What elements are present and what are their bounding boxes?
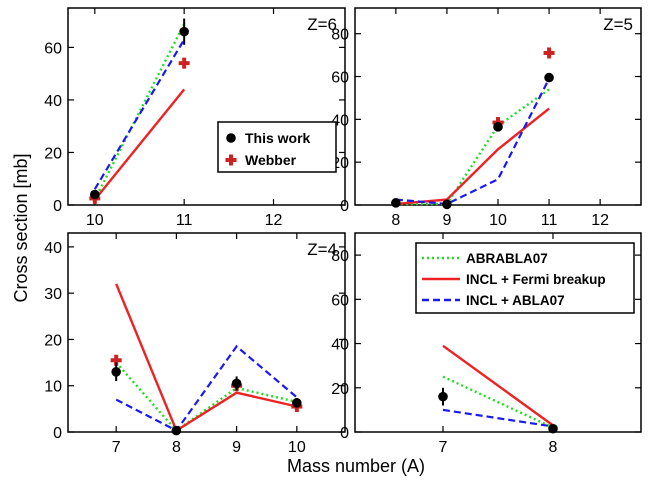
this-work-point xyxy=(90,189,100,200)
y-tick-label: 0 xyxy=(53,425,62,442)
series-line-incl-abla07 xyxy=(442,408,554,428)
series-line-incl-fermi-breakup xyxy=(93,88,186,201)
webber-marker-v xyxy=(114,354,119,366)
webber-marker-v xyxy=(182,57,187,69)
panel-frame xyxy=(354,232,642,433)
x-tick-label: 7 xyxy=(439,439,448,456)
y-tick-label: 20 xyxy=(44,145,62,162)
y-axis-label: Cross section [mb] xyxy=(11,153,31,302)
this-work-point xyxy=(493,122,503,132)
y-tick-label: 80 xyxy=(331,27,349,44)
panel-frame xyxy=(67,232,346,433)
series-line-abrabla07 xyxy=(115,361,298,433)
webber-marker-v xyxy=(547,47,552,59)
x-tick-label: 9 xyxy=(442,212,451,229)
legend-marker-plus-v xyxy=(229,154,233,166)
panel-frame xyxy=(354,7,642,206)
panel-label: Z=6 xyxy=(307,15,337,34)
series-line-incl-abla07 xyxy=(93,38,186,190)
x-tick-label: 7 xyxy=(112,439,121,456)
this-work-point xyxy=(111,367,121,377)
y-tick-label: 10 xyxy=(44,379,62,396)
this-work-point xyxy=(231,378,242,389)
y-tick-label: 60 xyxy=(44,40,62,57)
x-tick-label: 12 xyxy=(591,212,609,229)
x-tick-label: 8 xyxy=(391,212,400,229)
legend-experimental: This work Webber xyxy=(217,121,337,173)
x-tick-label: 10 xyxy=(489,212,507,229)
this-work-point xyxy=(179,26,189,37)
legend-marker-circle xyxy=(226,133,236,143)
y-tick-label: 80 xyxy=(331,248,349,265)
x-tick-label: 11 xyxy=(176,212,193,229)
y-tick-label: 60 xyxy=(331,292,349,309)
x-tick-label: 10 xyxy=(86,212,104,229)
x-tick-label: 12 xyxy=(265,212,283,229)
webber-marker xyxy=(543,47,555,59)
y-tick-label: 20 xyxy=(331,381,349,398)
panel-label: Z=4 xyxy=(307,240,337,259)
this-work-point xyxy=(438,391,448,402)
panel-frame xyxy=(67,7,346,206)
series-line-abrabla07 xyxy=(395,88,550,206)
legend-label: Webber xyxy=(245,152,297,168)
legend-label: This work xyxy=(245,130,311,146)
legend-label: INCL + ABLA07 xyxy=(466,293,565,308)
panel-label: Z=5 xyxy=(603,15,633,34)
panel-z4: 0 10 20 30 40 7 8 9 10 Z=4 xyxy=(44,232,346,456)
x-axis-label: Mass number (A) xyxy=(287,456,425,476)
y-tick-label: 40 xyxy=(331,337,349,354)
y-tick-label: 0 xyxy=(340,425,349,442)
y-tick-label: 20 xyxy=(44,332,62,349)
y-tick-label: 0 xyxy=(53,198,62,215)
series-line-incl-fermi-breakup xyxy=(442,344,554,427)
y-tick-label: 60 xyxy=(331,70,349,87)
legend-box xyxy=(217,121,337,173)
series-line-incl-abla07 xyxy=(395,78,551,206)
series-line-abrabla07 xyxy=(442,375,554,429)
x-tick-label: 8 xyxy=(549,439,558,456)
legend-label: ABRABLA07 xyxy=(466,251,548,266)
x-tick-label: 11 xyxy=(541,212,558,229)
panel-z6: 0 20 40 60 10 11 12 Z=6 xyxy=(44,7,346,229)
series-line-incl-fermi-breakup xyxy=(115,283,298,433)
y-tick-label: 40 xyxy=(44,93,62,110)
this-work-point xyxy=(391,198,401,208)
this-work-point xyxy=(442,199,452,210)
this-work-point xyxy=(171,425,182,436)
webber-marker xyxy=(110,354,122,366)
this-work-point xyxy=(544,72,554,83)
this-work-point xyxy=(292,398,302,408)
legend-models: ABRABLA07 INCL + Fermi breakup INCL + ABLA… xyxy=(415,242,635,314)
webber-marker xyxy=(178,57,190,69)
x-tick-label: 10 xyxy=(288,439,306,456)
y-tick-label: 0 xyxy=(340,198,349,215)
x-tick-label: 8 xyxy=(172,439,181,456)
x-tick-label: 9 xyxy=(232,439,241,456)
series-line-incl-abla07 xyxy=(115,344,298,433)
y-tick-label: 40 xyxy=(44,240,62,257)
this-work-point xyxy=(548,423,558,434)
y-tick-label: 30 xyxy=(44,286,62,303)
series-line-abrabla07 xyxy=(93,23,186,201)
legend-label: INCL + Fermi breakup xyxy=(466,272,606,287)
